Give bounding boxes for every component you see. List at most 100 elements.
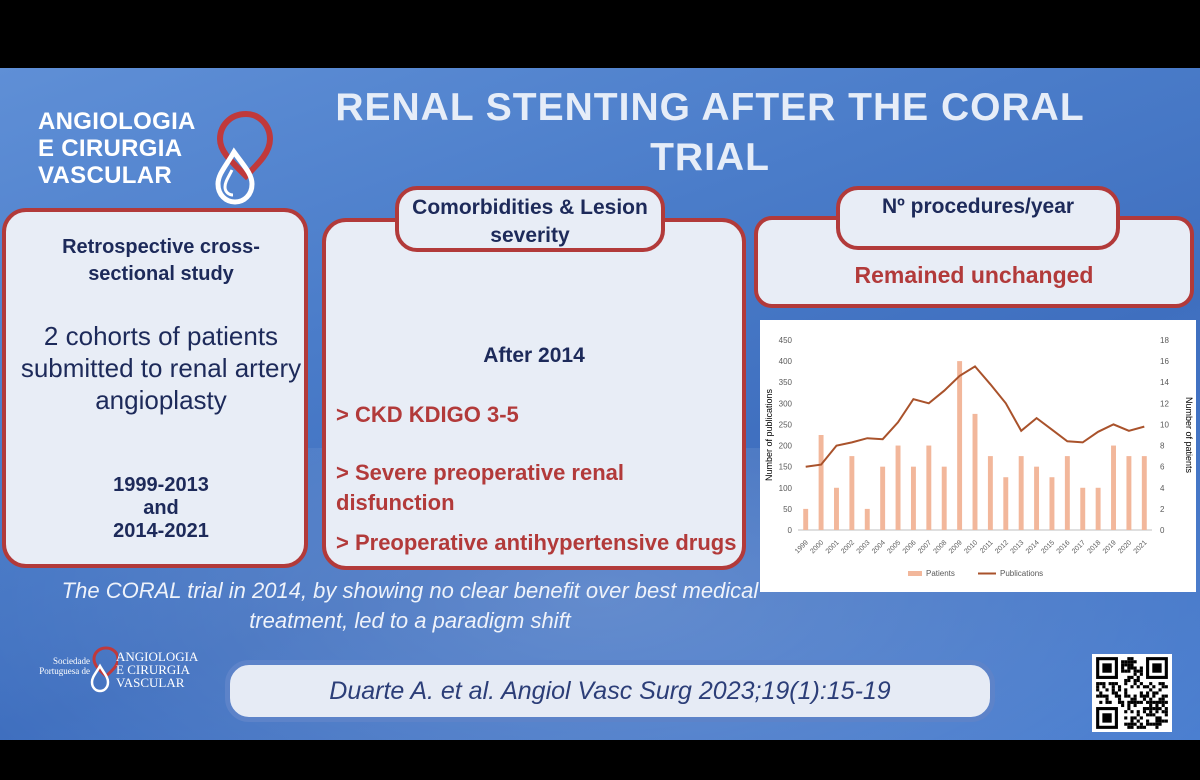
bar-patients	[1049, 477, 1055, 530]
bar-patients	[972, 413, 978, 530]
right-tick-label: 2	[1160, 505, 1165, 514]
right-tick-label: 6	[1160, 463, 1165, 472]
x-tick-label: 1999	[794, 539, 810, 555]
x-tick-label: 2014	[1025, 539, 1041, 555]
bar-patients	[880, 466, 886, 530]
left-tick-label: 150	[779, 463, 793, 472]
left-tick-label: 100	[779, 484, 793, 493]
x-tick-label: 2019	[1102, 539, 1118, 555]
bar-patients	[941, 466, 947, 530]
x-tick-label: 2010	[963, 539, 979, 555]
bar-patients	[1064, 456, 1070, 530]
procedures-tab: Nº procedures/year	[836, 186, 1120, 250]
x-tick-label: 2020	[1117, 539, 1133, 555]
bar-patients	[1018, 456, 1024, 530]
left-tick-label: 0	[788, 526, 793, 535]
left-tick-label: 450	[779, 336, 793, 345]
bar-patients	[849, 456, 855, 530]
x-tick-label: 2004	[871, 539, 887, 555]
left-axis-label: Number of publications	[764, 388, 774, 481]
legend-swatch-patients	[908, 571, 922, 576]
x-tick-label: 2009	[948, 539, 964, 555]
logo-line-3: VASCULAR	[38, 162, 172, 189]
right-tick-label: 4	[1160, 484, 1165, 493]
bar-patients	[957, 361, 963, 530]
comorbidities-tab: Comorbidities & Lesion severity	[395, 186, 665, 252]
x-tick-label: 2006	[902, 539, 918, 555]
legend-label-publications: Publications	[1000, 569, 1043, 578]
society-name: ANGIOLOGIA E CIRURGIA VASCULAR	[116, 650, 198, 689]
logo-line-2: E CIRURGIA	[38, 135, 183, 162]
left-tick-label: 50	[783, 505, 792, 514]
society-logo: Sociedade Portuguesa de ANGIOLOGIA E CIR…	[30, 646, 200, 696]
x-tick-label: 2001	[825, 539, 841, 555]
society-droplet-icon	[90, 646, 118, 693]
study-periods: 1999-2013 and 2014-2021	[26, 474, 296, 543]
x-tick-label: 2016	[1056, 539, 1072, 555]
finding-renal-disfunction: > Severe preoperative renal disfunction	[336, 460, 624, 515]
comorbidities-box: After 2014 > CKD KDIGO 3-5 > Severe preo…	[322, 218, 746, 570]
society-line-2: E CIRURGIA	[116, 662, 191, 677]
left-tick-label: 350	[779, 378, 793, 387]
right-tick-label: 18	[1160, 336, 1169, 345]
bar-patients	[910, 466, 916, 530]
period-1: 1999-2013	[113, 474, 209, 496]
procedures-result: Remained unchanged	[854, 262, 1094, 288]
x-tick-label: 2013	[1009, 539, 1025, 555]
citation: Duarte A. et al. Angiol Vasc Surg 2023;1…	[225, 660, 995, 722]
x-tick-label: 2007	[917, 539, 933, 555]
bar-patients	[834, 487, 839, 530]
chart-panel: 0 50 100 150 200 250 300 350 400 450 0 2 4 6 8 10 12 14 16…	[760, 320, 1196, 592]
bar-patients	[1034, 466, 1040, 530]
right-tick-label: 14	[1160, 378, 1169, 387]
slide: ANGIOLOGIA E CIRURGIA VASCULAR RENAL STE…	[0, 68, 1200, 740]
x-tick-label: 2017	[1071, 539, 1087, 555]
x-tick-label: 2002	[840, 539, 856, 555]
bar-patients	[1003, 477, 1009, 530]
study-design-box: Retrospective cross-sectional study 2 co…	[2, 208, 308, 568]
x-tick-label: 2008	[932, 539, 948, 555]
society-line-1: ANGIOLOGIA	[116, 649, 199, 664]
x-tick-label: 2018	[1086, 539, 1102, 555]
slide-title: RENAL STENTING AFTER THE CORAL TRIAL	[335, 86, 1085, 179]
x-tick-label: 2003	[856, 539, 872, 555]
left-tick-label: 300	[779, 399, 793, 408]
legend-label-patients: Patients	[926, 569, 955, 578]
bar-patients	[1095, 487, 1101, 530]
x-tick-label: 2021	[1133, 539, 1149, 555]
qr-code-icon[interactable]	[1092, 654, 1172, 732]
left-tick-label: 250	[779, 420, 793, 429]
bar-patients	[818, 435, 824, 530]
x-tick-label: 2012	[994, 539, 1010, 555]
bar-patients	[864, 508, 870, 530]
society-prefix: Sociedade Portuguesa de	[39, 656, 90, 676]
bar-patients	[1111, 445, 1116, 530]
finding-antihypertensive: > Preoperative antihypertensive drugs	[336, 530, 737, 555]
patients-publications-chart: 0 50 100 150 200 250 300 350 400 450 0 2 4 6 8 10 12 14 16…	[764, 336, 1194, 578]
right-axis-label: Number of patients	[1184, 397, 1194, 474]
cohort-description: 2 cohorts of patients submitted to renal…	[20, 321, 302, 415]
x-tick-label: 2000	[809, 539, 825, 555]
right-tick-label: 16	[1160, 357, 1169, 366]
bar-patients	[1080, 487, 1086, 530]
journal-logo: ANGIOLOGIA E CIRURGIA VASCULAR	[38, 108, 278, 238]
line-publications	[805, 365, 1145, 468]
x-tick-label: 2011	[979, 539, 995, 555]
bar-patients	[1141, 456, 1147, 530]
left-tick-label: 200	[779, 442, 793, 451]
right-tick-label: 8	[1160, 442, 1165, 451]
right-tick-label: 12	[1160, 399, 1169, 408]
droplet-pin-icon	[215, 110, 274, 205]
bar-patients	[803, 508, 809, 530]
finding-ckd: > CKD KDIGO 3-5	[336, 402, 519, 427]
bar-patients	[926, 445, 932, 530]
logo-line-1: ANGIOLOGIA	[38, 108, 196, 135]
coral-note: The CORAL trial in 2014, by showing no c…	[61, 578, 759, 633]
right-tick-label: 0	[1160, 526, 1165, 535]
x-tick-label: 2005	[886, 539, 902, 555]
right-tick-label: 10	[1160, 420, 1169, 429]
bar-patients	[987, 456, 993, 530]
study-type-heading: Retrospective cross-sectional study	[62, 236, 260, 285]
society-line-3: VASCULAR	[116, 675, 185, 690]
bar-patients	[895, 445, 901, 530]
